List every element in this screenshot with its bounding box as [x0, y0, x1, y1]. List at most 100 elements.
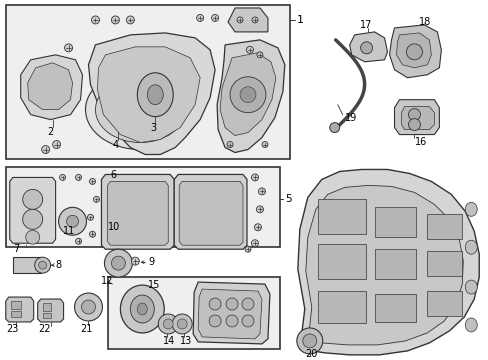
Ellipse shape	[35, 257, 51, 273]
Ellipse shape	[244, 246, 250, 252]
Ellipse shape	[85, 70, 195, 149]
Polygon shape	[193, 282, 269, 344]
Polygon shape	[88, 33, 215, 154]
Ellipse shape	[89, 179, 95, 184]
Ellipse shape	[177, 319, 187, 329]
Bar	[11, 301, 20, 309]
Polygon shape	[28, 63, 72, 110]
Polygon shape	[220, 53, 275, 136]
Ellipse shape	[242, 315, 253, 327]
Text: 6: 6	[110, 170, 116, 180]
Ellipse shape	[465, 202, 476, 216]
Ellipse shape	[39, 261, 46, 269]
Ellipse shape	[95, 77, 185, 143]
Ellipse shape	[251, 17, 258, 23]
Text: 9: 9	[148, 257, 154, 267]
Ellipse shape	[60, 175, 65, 180]
Bar	[13, 257, 41, 273]
Bar	[374, 294, 416, 322]
Text: 14: 14	[163, 336, 175, 346]
Text: 7: 7	[13, 244, 19, 254]
Polygon shape	[38, 299, 63, 322]
Ellipse shape	[262, 141, 267, 148]
Ellipse shape	[22, 209, 42, 229]
Ellipse shape	[74, 293, 102, 321]
Ellipse shape	[225, 298, 238, 310]
Ellipse shape	[226, 141, 233, 148]
Bar	[317, 291, 365, 323]
Ellipse shape	[81, 300, 95, 314]
Ellipse shape	[91, 16, 99, 24]
Text: 10: 10	[108, 222, 121, 232]
Polygon shape	[305, 185, 462, 345]
Text: 23: 23	[6, 324, 18, 334]
Ellipse shape	[251, 240, 258, 247]
Bar	[427, 214, 461, 239]
Polygon shape	[179, 181, 243, 245]
Polygon shape	[227, 8, 267, 32]
Polygon shape	[10, 177, 56, 243]
Ellipse shape	[89, 231, 95, 237]
Polygon shape	[349, 32, 387, 62]
Ellipse shape	[360, 42, 372, 54]
Polygon shape	[389, 25, 441, 78]
Ellipse shape	[254, 224, 261, 231]
Text: 12: 12	[100, 276, 113, 286]
Polygon shape	[20, 55, 82, 120]
Ellipse shape	[407, 118, 420, 131]
Ellipse shape	[53, 140, 61, 149]
Text: 16: 16	[414, 136, 426, 147]
Polygon shape	[174, 175, 246, 249]
Ellipse shape	[130, 295, 154, 323]
Ellipse shape	[251, 174, 258, 181]
Ellipse shape	[111, 16, 119, 24]
Text: 13: 13	[180, 336, 192, 346]
Ellipse shape	[93, 196, 99, 202]
Ellipse shape	[59, 207, 86, 235]
Ellipse shape	[242, 298, 253, 310]
Polygon shape	[101, 175, 174, 249]
Ellipse shape	[158, 314, 178, 334]
Ellipse shape	[258, 188, 265, 195]
Ellipse shape	[465, 240, 476, 254]
Ellipse shape	[137, 73, 173, 117]
Text: 1: 1	[296, 15, 303, 25]
Text: 19: 19	[344, 113, 356, 123]
Ellipse shape	[240, 87, 255, 103]
Polygon shape	[198, 289, 262, 339]
Polygon shape	[6, 297, 34, 322]
Ellipse shape	[104, 249, 132, 277]
Ellipse shape	[163, 319, 173, 329]
Polygon shape	[297, 170, 478, 355]
Ellipse shape	[196, 14, 203, 22]
Ellipse shape	[172, 314, 192, 334]
Ellipse shape	[465, 318, 476, 332]
Ellipse shape	[131, 257, 139, 265]
Text: 17: 17	[359, 20, 371, 30]
Ellipse shape	[126, 16, 134, 24]
Text: 5: 5	[285, 194, 291, 204]
Polygon shape	[401, 107, 433, 130]
Ellipse shape	[26, 230, 40, 244]
Bar	[6, 167, 279, 247]
Bar	[317, 244, 365, 279]
Ellipse shape	[407, 109, 420, 121]
Ellipse shape	[137, 303, 147, 315]
Text: 21: 21	[81, 324, 93, 334]
Ellipse shape	[75, 175, 81, 180]
Text: 11: 11	[62, 226, 75, 236]
Bar	[11, 311, 20, 317]
Text: 8: 8	[56, 260, 61, 270]
Ellipse shape	[211, 14, 218, 22]
Ellipse shape	[87, 214, 93, 220]
Ellipse shape	[237, 17, 243, 23]
Ellipse shape	[465, 280, 476, 294]
Text: 3: 3	[150, 123, 156, 132]
Ellipse shape	[120, 285, 164, 333]
Ellipse shape	[329, 123, 339, 132]
Bar	[6, 5, 289, 159]
Ellipse shape	[75, 238, 81, 244]
Ellipse shape	[111, 256, 125, 270]
Polygon shape	[97, 47, 200, 143]
Ellipse shape	[406, 44, 422, 60]
